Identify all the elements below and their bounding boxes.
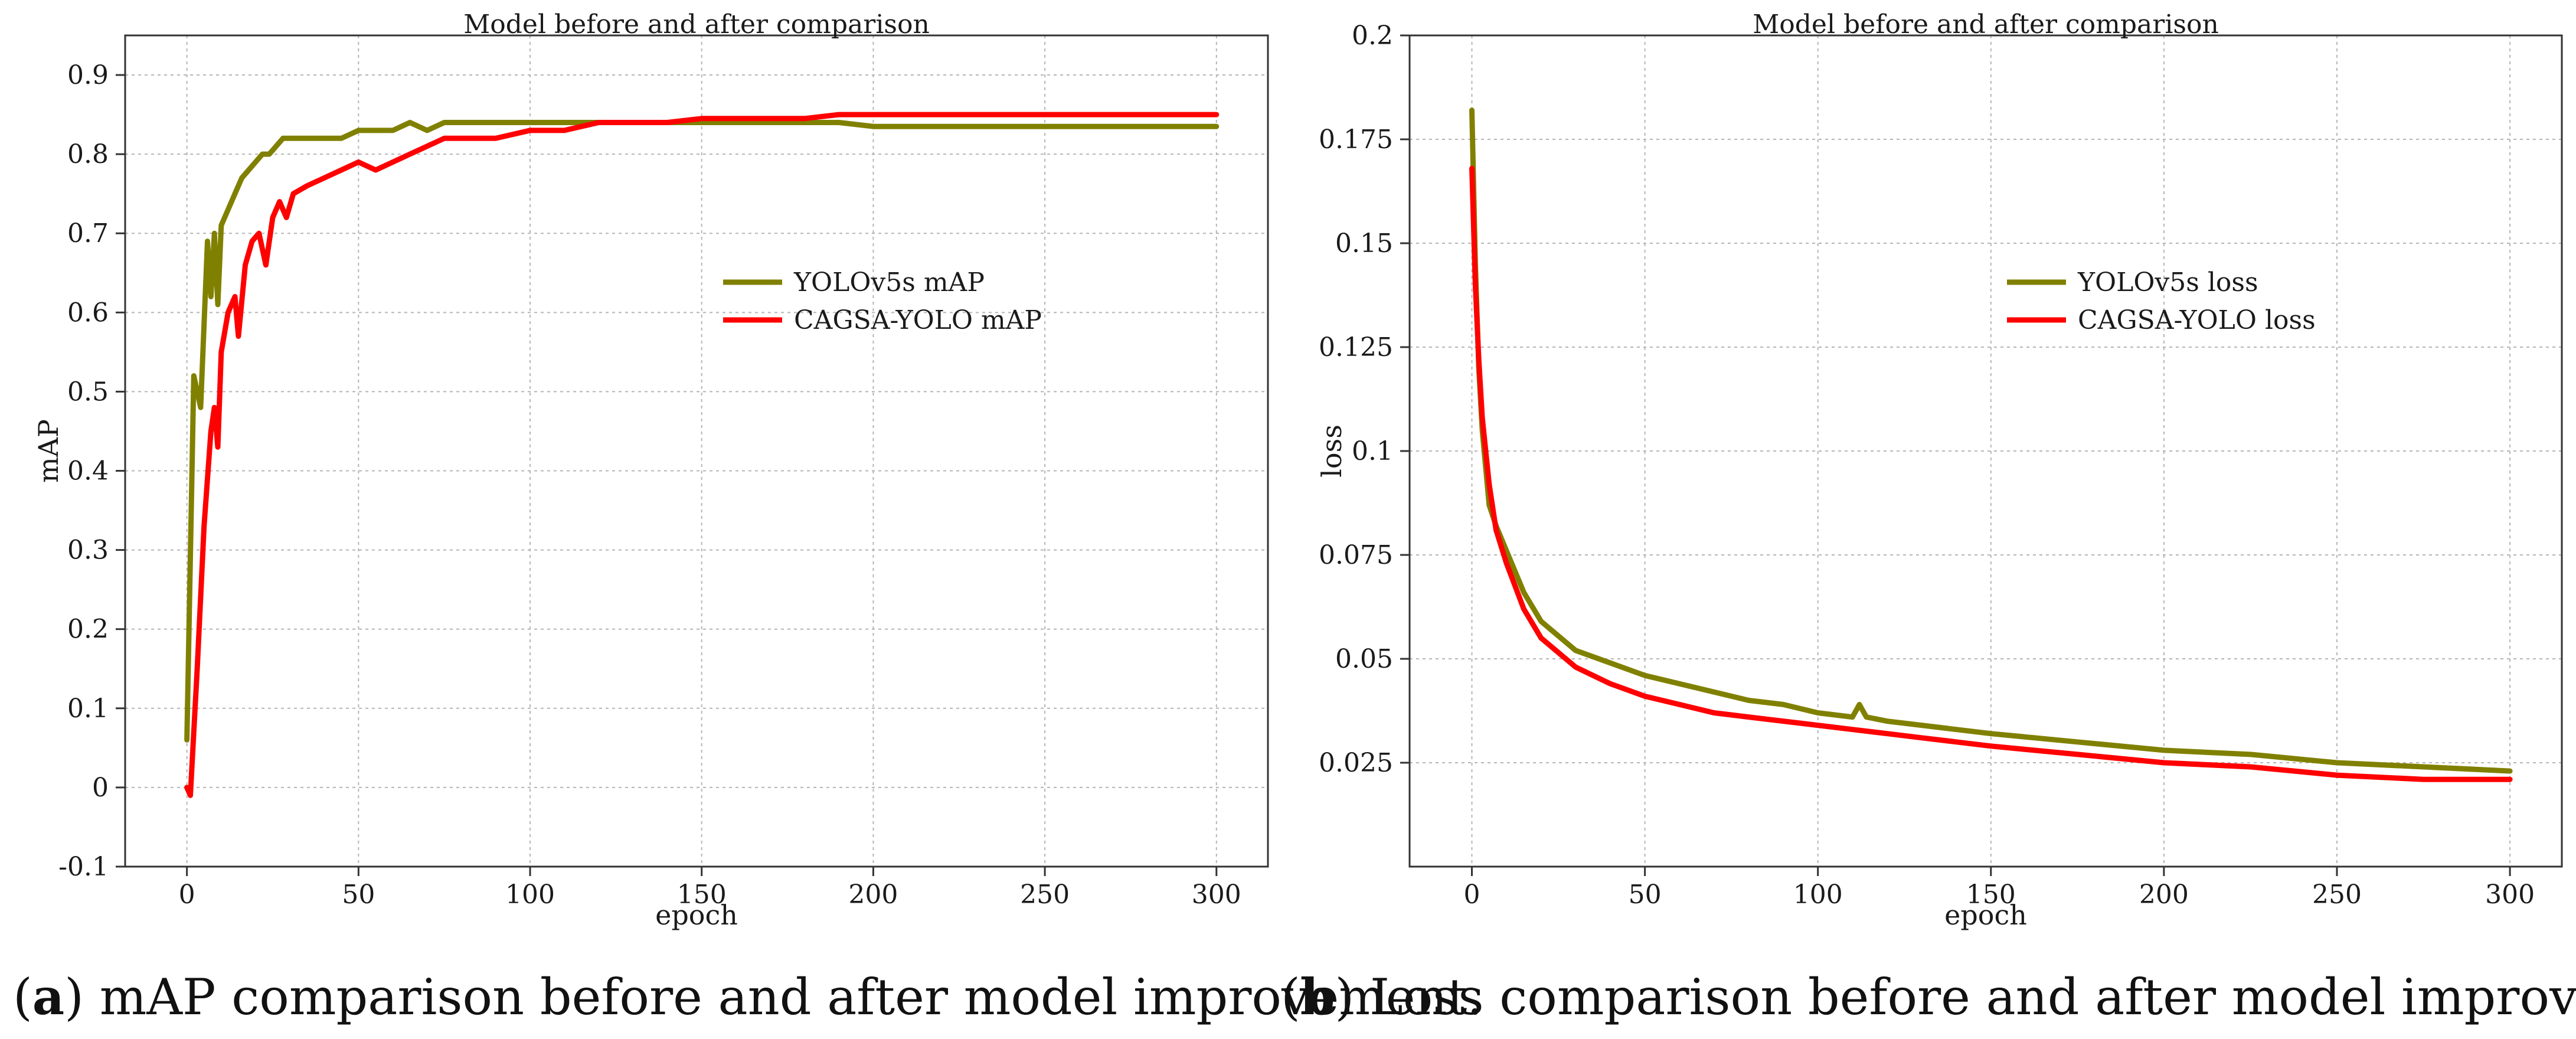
- series-line-cagsa-yolo-loss: [1469, 165, 2513, 782]
- caption-a-open: (: [13, 968, 32, 1026]
- caption-a-text: ) mAP comparison before and after model …: [64, 968, 1483, 1026]
- x-tick-label: 150: [1966, 880, 2016, 910]
- y-tick-label: 0.5: [67, 377, 109, 407]
- y-tick-label: 0.7: [67, 218, 109, 249]
- y-axis-label: mAP: [32, 419, 64, 483]
- plot-frame: [124, 34, 1269, 868]
- x-tick-label: 150: [677, 880, 727, 910]
- y-tick-label: 0.2: [1352, 21, 1393, 51]
- y-tick-label: 0.15: [1335, 228, 1393, 259]
- plot-frame: [1408, 34, 2563, 868]
- y-tick-label: 0.9: [67, 60, 109, 90]
- caption-a-letter: a: [32, 968, 64, 1026]
- x-tick-label: 250: [1020, 880, 1070, 910]
- y-tick-label: 0.025: [1319, 748, 1393, 778]
- chart-title: Model before and after comparison: [1753, 9, 2219, 40]
- x-tick-label: 100: [1793, 880, 1843, 910]
- y-tick-label: -0.1: [58, 852, 109, 882]
- x-tick-label: 300: [2485, 880, 2535, 910]
- legend-label-cagsa-yolo-map: CAGSA-YOLO mAP: [794, 305, 1042, 335]
- y-tick-label: 0.1: [1352, 436, 1393, 466]
- y-tick-label: 0: [92, 773, 109, 803]
- panel-loss-chart: 0 50 100 150 200 250 300 0.025 0.05 0.075 0.1 0.125…: [1316, 9, 2563, 931]
- x-tick-label: 250: [2312, 880, 2362, 910]
- chart-title: Model before and after comparison: [463, 9, 930, 40]
- legend-label-cagsa-yolo-loss: CAGSA-YOLO loss: [2078, 305, 2316, 335]
- caption-b: (b) Loss comparison before and after mod…: [1281, 968, 2576, 1026]
- caption-b-open: (: [1281, 968, 1300, 1026]
- series-line-cagsa-yolo-map: [184, 112, 1220, 798]
- x-tick-label: 200: [2139, 880, 2189, 910]
- y-tick-label: 0.05: [1335, 644, 1393, 674]
- caption-b-text: ) Loss comparison before and after model…: [1335, 968, 2576, 1026]
- caption-b-letter: b: [1300, 968, 1335, 1026]
- y-tick-label: 0.125: [1319, 332, 1393, 362]
- y-tick-label: 0.4: [67, 456, 109, 486]
- x-tick-label: 0: [1464, 880, 1480, 910]
- x-axis-label: epoch: [655, 899, 738, 931]
- y-tick-label: 0.2: [67, 615, 109, 645]
- x-tick-label: 50: [1629, 880, 1662, 910]
- x-tick-label: 200: [848, 880, 898, 910]
- x-tick-label: 0: [179, 880, 195, 910]
- legend-label-yolov5s-map: YOLOv5s mAP: [793, 267, 985, 298]
- x-tick-label: 100: [505, 880, 555, 910]
- x-axis-label: epoch: [1944, 899, 2027, 931]
- y-axis-label: loss: [1316, 424, 1348, 478]
- caption-a: (a) mAP comparison before and after mode…: [13, 968, 1483, 1026]
- panel-map-chart: 0 50 100 150 200 250 300 -0.1 0 0.1 0.2 0.3 0.4 0.5 0.…: [32, 9, 1269, 931]
- x-tick-label: 300: [1192, 880, 1241, 910]
- y-tick-label: 0.175: [1319, 125, 1393, 155]
- y-tick-label: 0.6: [67, 298, 109, 328]
- y-tick-label: 0.8: [67, 139, 109, 169]
- legend-label-yolov5s-loss: YOLOv5s loss: [2077, 267, 2258, 298]
- y-tick-label: 0.1: [67, 694, 109, 724]
- x-tick-label: 50: [342, 880, 375, 910]
- y-tick-label: 0.3: [67, 535, 109, 566]
- series-line-yolov5s-map: [184, 120, 1220, 743]
- y-tick-label: 0.075: [1319, 540, 1393, 570]
